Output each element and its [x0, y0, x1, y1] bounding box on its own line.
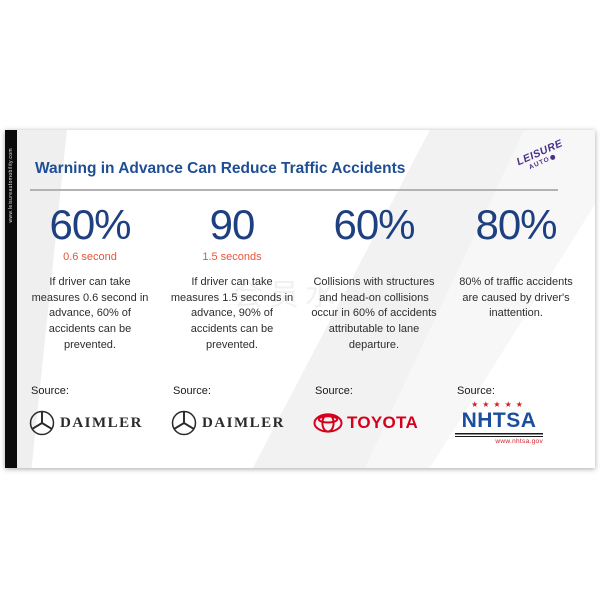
globe-icon — [549, 153, 556, 161]
stat-value: 60% — [49, 201, 131, 248]
stat-column-3: 60% Collisions with structures and head-… — [305, 201, 443, 440]
nhtsa-wordmark: NHTSA — [461, 408, 537, 432]
stat-sublabel — [305, 251, 443, 267]
stat-sublabel: 0.6 second — [63, 251, 117, 264]
nhtsa-stars-icon: ★★★★★ — [471, 399, 527, 409]
stat-column-2: 90 1.5 seconds If driver can take measur… — [163, 201, 301, 440]
stat-sublabel — [447, 251, 585, 267]
stat-column-1: 60% 0.6 second If driver can take measur… — [21, 201, 159, 440]
stat-description: Collisions with structures and head-on c… — [311, 276, 437, 351]
toyota-emblem-icon — [313, 413, 343, 433]
source-label: Source: — [31, 385, 69, 398]
daimler-logo: DAIMLER — [21, 406, 159, 440]
slide: 会员水 www.leisureautomobility.com Warning … — [5, 130, 595, 468]
title-divider — [30, 189, 558, 191]
slide-title: Warning in Advance Can Reduce Traffic Ac… — [35, 160, 406, 177]
stat-column-4: 80% 80% of traffic accidents are caused … — [447, 201, 585, 444]
nhtsa-logo: ★★★★★ NHTSA www.nhtsa.gov — [447, 400, 585, 444]
stat-description: If driver can take measures 1.5 seconds … — [170, 276, 294, 351]
vertical-url-text: www.leisureautomobility.com — [8, 148, 14, 223]
nhtsa-logo-block: ★★★★★ NHTSA www.nhtsa.gov — [455, 399, 543, 446]
leisure-auto-logo: LEISURE AUTO — [515, 137, 565, 174]
watermark-text: 会员水 — [233, 279, 341, 312]
nhtsa-url: www.nhtsa.gov — [495, 437, 543, 445]
stat-value: 90 — [209, 201, 256, 248]
stat-columns: 60% 0.6 second If driver can take measur… — [21, 201, 585, 444]
stat-description: 80% of traffic accidents are caused by d… — [459, 276, 573, 320]
daimler-logo: DAIMLER — [163, 406, 301, 440]
nhtsa-stripes — [455, 432, 543, 438]
toyota-logo: TOYOTA — [305, 406, 443, 440]
stat-value: 80% — [475, 201, 557, 248]
stat-description: If driver can take measures 0.6 second i… — [31, 276, 149, 351]
mercedes-star-icon — [29, 410, 55, 436]
stat-value: 60% — [333, 201, 415, 248]
source-label: Source: — [315, 385, 353, 398]
source-label: Source: — [457, 385, 495, 398]
source-label: Source: — [173, 385, 211, 398]
stat-sublabel: 1.5 seconds — [202, 251, 262, 264]
toyota-wordmark: TOYOTA — [347, 413, 419, 433]
mercedes-star-icon — [171, 410, 197, 436]
left-black-bar: www.leisureautomobility.com — [5, 130, 17, 468]
daimler-wordmark: DAIMLER — [202, 414, 286, 431]
daimler-wordmark: DAIMLER — [60, 414, 144, 431]
